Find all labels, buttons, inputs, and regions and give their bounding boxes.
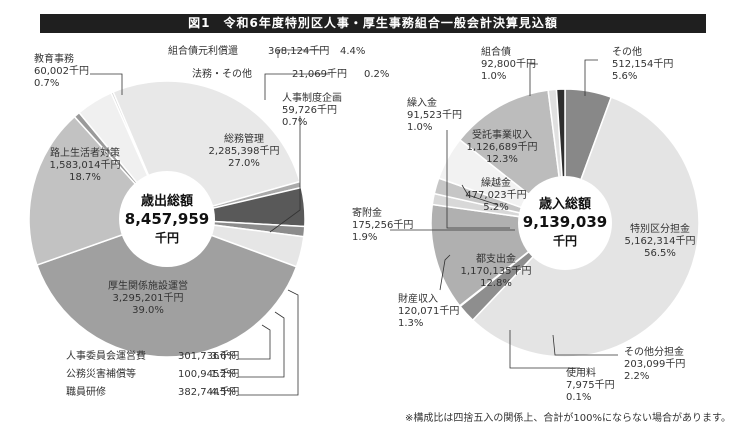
slice-label-percent: 4.4% [340,46,365,57]
slice-label-value: 382,744千円 [178,386,239,398]
slice-label-percent: 56.5% [644,248,676,259]
leader-line [238,324,271,360]
slice-label-name: 財産収入 [398,292,438,305]
slice-label-name: 総務管理 [224,132,264,145]
slice-label-value: 1,583,014千円 [50,159,121,171]
leader-line [446,130,510,229]
slice-label-name: 職員研修 [66,385,106,398]
expenditure-center [119,171,215,267]
slice-label-percent: 1.0% [407,122,432,133]
slice-label-percent: 39.0% [132,305,164,316]
slice-label-name: その他 [612,45,642,58]
slice-label-percent: 12.3% [486,154,518,165]
slice-label-value: 368,124千円 [268,45,329,57]
slice-label-percent: 5.6% [612,71,637,82]
slice-label-name: 法務・その他 [192,67,252,80]
revenue-total-title: 歳入総額 [539,196,591,212]
leader-line [439,254,451,291]
footnote: ※構成比は四捨五入の関係上、合計が100%にならない場合があります。 [405,413,731,424]
leader-line [552,334,618,356]
slice-label-name: 厚生関係施設運営 [108,279,188,292]
slice-label-percent: 27.0% [228,158,260,169]
expenditure-total-value: 8,457,959 [125,210,209,228]
slice-label-value: 59,726千円 [282,104,337,116]
slice-label-value: 1,170,135千円 [461,265,532,277]
leader-line [584,59,598,96]
leader-line [90,73,123,95]
slice-label-value: 92,800千円 [481,58,536,70]
slice-label-percent: 1.2% [211,369,236,380]
slice-label-percent: 2.2% [624,371,649,382]
slice-label-value: 120,071千円 [398,305,459,317]
revenue-total-unit: 千円 [553,233,577,248]
slice-label-percent: 0.7% [282,117,307,128]
slice-label-value: 477,023千円 [465,189,526,201]
slice-label-name: 人事制度企画 [282,91,342,104]
slice-label-value: 2,285,398千円 [209,145,280,157]
slice-label-percent: 0.2% [364,69,389,80]
pie-slice [35,218,298,358]
slice-label-percent: 1.3% [398,318,423,329]
leader-line [269,116,301,233]
leader-line [238,289,299,396]
slice-label-value: 100,945千円 [178,368,239,380]
leader-lines [90,49,618,396]
expenditure-total-unit: 千円 [155,230,179,245]
title-bar: 図1 令和6年度特別区人事・厚生事務組合一般会計決算見込額 [40,14,706,33]
slice-label-percent: 4.5% [211,387,236,398]
expenditure-total-title: 歳出総額 [141,193,193,209]
slice-label-name: 路上生活者対策 [50,146,120,159]
slice-label-value: 3,295,201千円 [113,292,184,304]
leader-line [264,73,330,100]
slice-label-value: 21,069千円 [292,68,347,80]
slice-label-name: 都支出金 [476,252,516,265]
slice-label-percent: 0.1% [566,392,591,403]
slice-label-value: 7,975千円 [566,379,615,391]
slice-label-name: 繰入金 [407,96,437,109]
slice-labels: 総務管理2,285,398千円27.0%人事制度企画59,726千円0.7%職員… [34,44,695,403]
slice-label-value: 203,099千円 [624,358,685,370]
slice-label-name: その他分担金 [624,345,684,358]
slice-label-value: 91,523千円 [407,109,462,121]
slice-label-percent: 18.7% [69,172,101,183]
slice-label-name: 使用料 [566,366,596,379]
figure-title: 図1 令和6年度特別区人事・厚生事務組合一般会計決算見込額 [188,16,558,30]
slice-label-name: 組合債 [481,45,511,58]
revenue-total-value: 9,139,039 [523,213,607,231]
slice-label-percent: 0.7% [34,78,59,89]
slice-label-value: 175,256千円 [352,219,413,231]
slice-label-name: 教育事務 [34,52,74,65]
slice-label-percent: 5.2% [483,202,508,213]
slice-label-name: 受託事業収入 [472,128,532,141]
slice-label-percent: 1.0% [481,71,506,82]
slice-label-value: 5,162,314千円 [625,235,696,247]
slice-label-percent: 3.6% [211,351,236,362]
slice-label-name: 人事委員会運営費 [66,349,146,362]
slice-label-percent: 1.9% [352,232,377,243]
leader-line [238,311,285,378]
slice-label-name: 繰越金 [481,176,511,189]
slice-label-value: 301,736千円 [178,350,239,362]
slice-label-value: 1,126,689千円 [467,141,538,153]
revenue-center [518,176,612,270]
slice-label-value: 512,154千円 [612,58,673,70]
leader-line [509,330,580,369]
slice-label-name: 公務災害補償等 [66,367,136,380]
leader-line [461,184,499,206]
slice-label-percent: 12.8% [480,278,512,289]
slice-label-name: 組合債元利償還 [168,44,238,57]
slice-label-name: 寄附金 [352,206,382,219]
slice-label-name: 特別区分担金 [630,222,690,235]
leader-line [277,49,328,58]
slice-label-value: 60,002千円 [34,65,89,77]
leader-line [529,63,538,96]
